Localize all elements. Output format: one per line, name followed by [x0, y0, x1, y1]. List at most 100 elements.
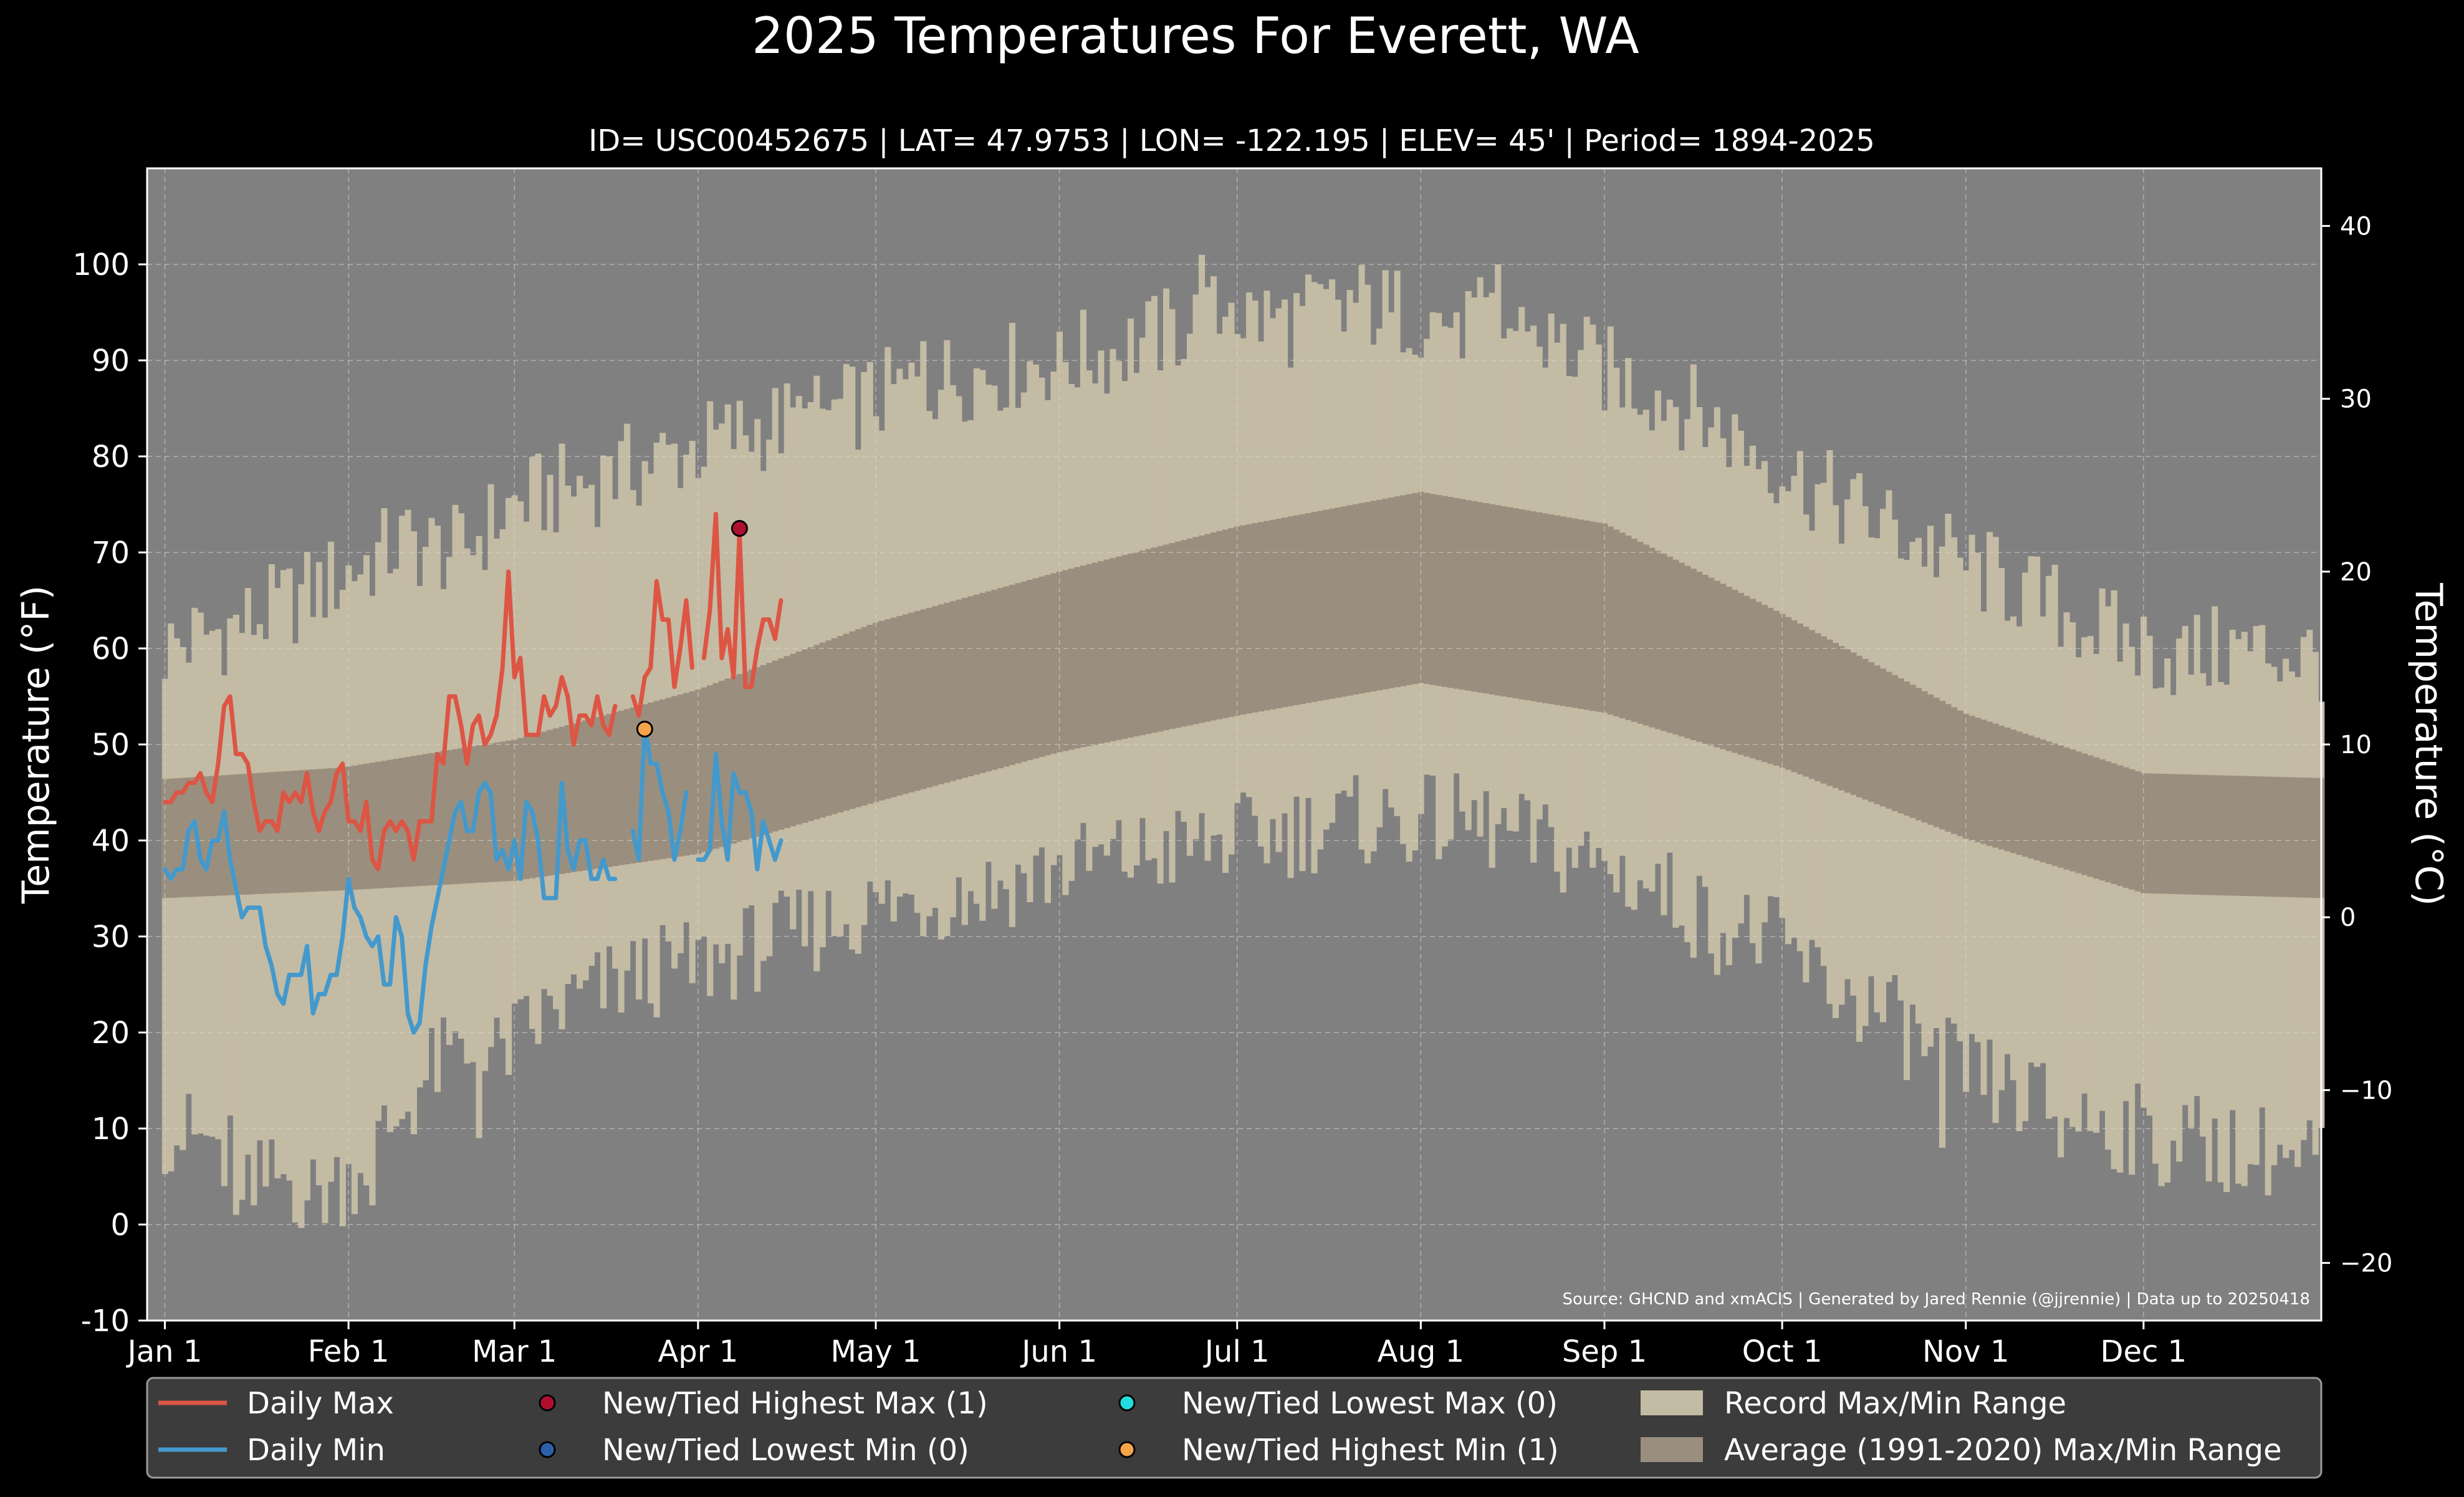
- average-range-bar: [1891, 675, 1899, 811]
- average-range-bar: [203, 776, 210, 897]
- y-axis-label-left: Temperature (°F): [14, 585, 58, 904]
- average-range-bar: [1963, 713, 1970, 839]
- legend-swatch: [1118, 1394, 1136, 1412]
- average-range-bar: [2288, 777, 2295, 898]
- record-range-bar: [772, 388, 779, 903]
- average-range-bar: [1957, 710, 1963, 837]
- average-range-bar: [1589, 521, 1596, 711]
- average-range-bar: [577, 721, 583, 872]
- x-tick-label: Nov 1: [1922, 1334, 2009, 1369]
- marker-layer: [636, 520, 748, 738]
- average-range-bar: [345, 766, 352, 890]
- legend-label: New/Tied Highest Max (1): [602, 1386, 988, 1421]
- legend-swatch: [1641, 1390, 1703, 1415]
- average-range-bar: [1903, 681, 1910, 816]
- average-range-bar: [476, 745, 482, 883]
- y-tick-label-right: −10: [2340, 1076, 2392, 1105]
- average-range-bar: [1500, 506, 1507, 696]
- average-range-bar: [1548, 514, 1555, 705]
- average-range-bar: [1749, 599, 1756, 759]
- record-range-bar: [884, 347, 891, 881]
- average-range-bar: [1642, 544, 1649, 726]
- legend-label: Daily Max: [247, 1386, 394, 1421]
- record-range-bar: [221, 675, 228, 1187]
- record-range-bar: [2247, 651, 2254, 1165]
- average-range-bar: [1672, 559, 1679, 735]
- average-range-bar: [1258, 522, 1265, 712]
- record-range-bar: [2170, 695, 2177, 1141]
- average-range-bar: [1732, 589, 1738, 753]
- y-tick-label-right: 20: [2340, 558, 2372, 587]
- average-range-bar: [2063, 747, 2070, 870]
- legend-label: Record Max/Min Range: [1724, 1386, 2066, 1421]
- record-range-bar: [2152, 688, 2159, 1164]
- average-range-bar: [2312, 777, 2319, 898]
- record-range-bar: [1939, 546, 1946, 1148]
- average-range-bar: [2034, 737, 2041, 861]
- average-range-bar: [742, 671, 749, 840]
- average-range-bar: [2253, 776, 2260, 897]
- average-range-bar: [2283, 777, 2289, 897]
- average-range-bar: [997, 588, 1004, 769]
- average-range-bar: [1761, 605, 1768, 763]
- average-range-bar: [369, 763, 376, 889]
- average-range-bar: [1204, 534, 1211, 722]
- average-range-bar: [1370, 501, 1377, 691]
- average-range-bar: [333, 768, 340, 891]
- record-range-bar: [2276, 681, 2283, 1145]
- x-tick-label: Jul 1: [1203, 1334, 1270, 1369]
- average-range-bar: [227, 774, 234, 895]
- average-range-bar: [434, 752, 441, 885]
- average-range-bar: [1607, 526, 1614, 715]
- average-range-bar: [1530, 511, 1537, 701]
- average-range-bar: [2051, 743, 2058, 866]
- average-range-bar: [1637, 541, 1644, 724]
- x-tick-label: Dec 1: [2101, 1334, 2187, 1369]
- record-range-bar: [724, 404, 731, 944]
- average-range-bar: [1524, 510, 1531, 701]
- average-range-bar: [1394, 496, 1401, 688]
- average-range-bar: [707, 685, 714, 851]
- average-range-bar: [2193, 774, 2200, 895]
- average-range-bar: [2046, 741, 2053, 864]
- average-range-bar: [191, 777, 198, 897]
- average-range-bar: [1720, 584, 1727, 749]
- average-range-bar: [926, 607, 932, 788]
- average-range-bar: [1429, 494, 1436, 685]
- average-range-bar: [1038, 576, 1045, 758]
- average-range-bar: [239, 774, 246, 895]
- average-range-bar: [1020, 581, 1027, 762]
- average-range-bar: [944, 602, 951, 783]
- average-range-bar: [1216, 531, 1223, 720]
- record-range-bar: [784, 383, 790, 897]
- record-marker-new-tied-highest-min: [636, 720, 653, 738]
- average-range-bar: [1684, 566, 1691, 739]
- average-range-bar: [648, 702, 654, 861]
- average-range-bar: [813, 645, 820, 820]
- average-range-bar: [802, 649, 808, 823]
- average-range-bar: [1987, 721, 1993, 846]
- average-range-bar: [1666, 556, 1673, 733]
- average-range-bar: [1015, 583, 1022, 764]
- legend-label: New/Tied Lowest Min (0): [602, 1433, 969, 1468]
- average-range-bar: [505, 740, 512, 882]
- y-tick-label-left: 100: [72, 248, 130, 282]
- average-range-bar: [1027, 579, 1033, 761]
- average-range-bar: [1287, 516, 1294, 706]
- average-range-bar: [262, 772, 269, 894]
- record-range-bar: [2093, 653, 2100, 1133]
- average-range-bar: [1844, 649, 1851, 793]
- average-range-bar: [1346, 505, 1353, 696]
- record-range-bar: [2288, 671, 2295, 1150]
- legend-label: Daily Min: [247, 1433, 385, 1468]
- average-range-bar: [1169, 542, 1176, 729]
- average-range-bar: [1335, 508, 1341, 698]
- average-range-bar: [641, 704, 648, 862]
- average-range-bar: [1186, 538, 1194, 726]
- average-range-bar: [831, 638, 838, 814]
- average-range-bar: [1631, 538, 1637, 722]
- average-range-bar: [2081, 753, 2088, 875]
- average-range-bar: [1098, 561, 1105, 744]
- average-range-bar: [683, 693, 690, 856]
- y-tick-label-left: 50: [92, 728, 130, 763]
